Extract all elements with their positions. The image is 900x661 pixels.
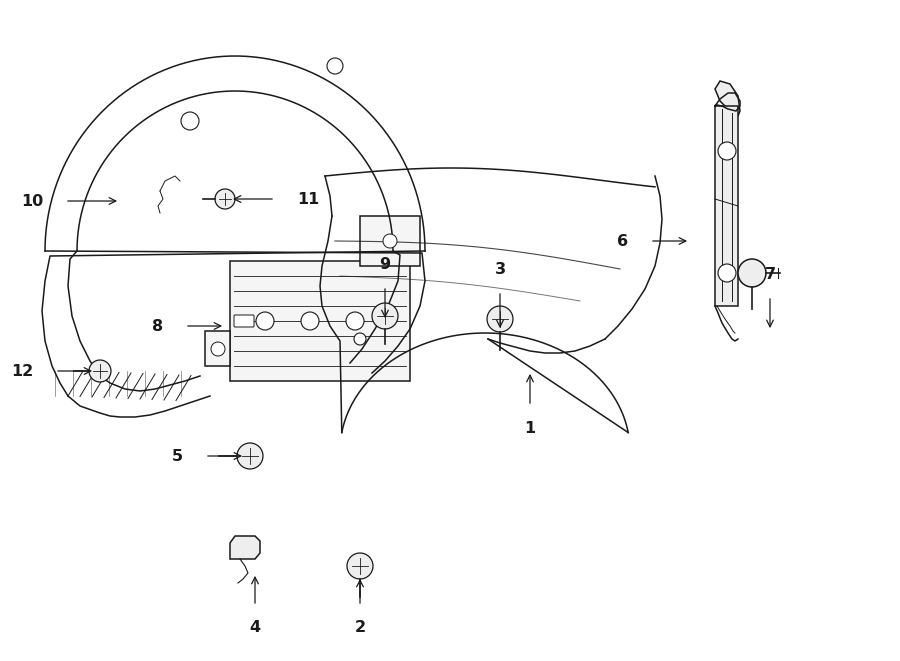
- Text: 1: 1: [525, 420, 535, 436]
- Circle shape: [89, 360, 111, 382]
- FancyBboxPatch shape: [234, 315, 254, 327]
- Text: 2: 2: [355, 621, 365, 635]
- Circle shape: [718, 264, 736, 282]
- Text: 5: 5: [172, 449, 183, 463]
- Circle shape: [347, 553, 373, 579]
- Circle shape: [346, 312, 364, 330]
- Polygon shape: [715, 81, 740, 116]
- Circle shape: [372, 303, 398, 329]
- Circle shape: [301, 312, 319, 330]
- Polygon shape: [230, 536, 260, 559]
- Text: 8: 8: [152, 319, 163, 334]
- Circle shape: [256, 312, 274, 330]
- Circle shape: [237, 443, 263, 469]
- FancyBboxPatch shape: [205, 331, 230, 366]
- Polygon shape: [715, 106, 738, 306]
- Text: 6: 6: [616, 233, 628, 249]
- Circle shape: [211, 342, 225, 356]
- Circle shape: [383, 234, 397, 248]
- FancyBboxPatch shape: [230, 261, 410, 381]
- Circle shape: [718, 142, 736, 160]
- Text: 10: 10: [21, 194, 43, 208]
- Circle shape: [738, 259, 766, 287]
- Text: 3: 3: [494, 262, 506, 276]
- FancyBboxPatch shape: [360, 216, 420, 266]
- Text: 11: 11: [297, 192, 320, 206]
- Text: 12: 12: [11, 364, 33, 379]
- Text: 7: 7: [764, 266, 776, 282]
- Circle shape: [487, 306, 513, 332]
- Text: 4: 4: [249, 621, 261, 635]
- Circle shape: [354, 333, 366, 345]
- Text: 9: 9: [380, 256, 391, 272]
- Circle shape: [215, 189, 235, 209]
